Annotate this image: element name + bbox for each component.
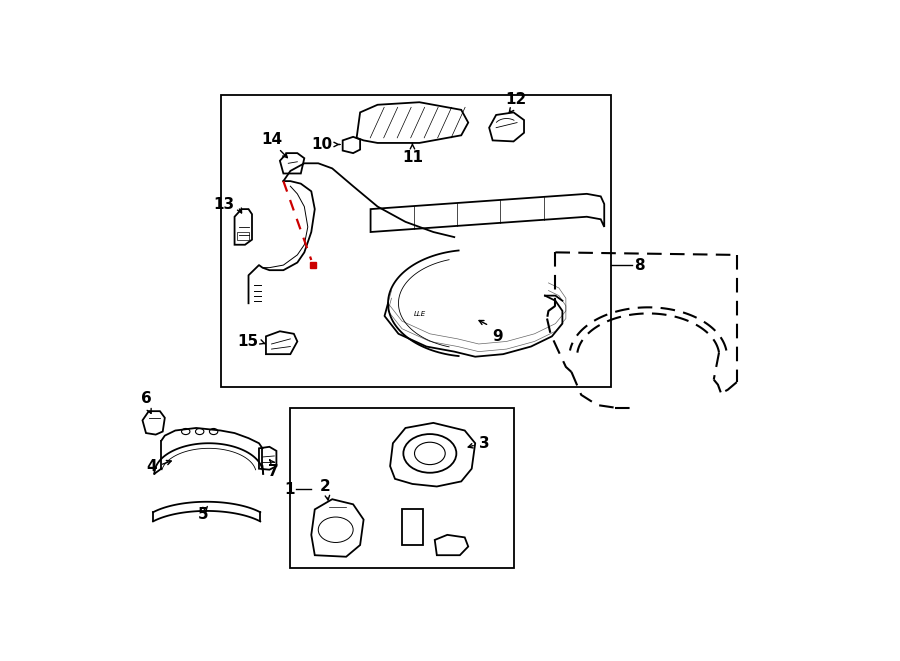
Bar	[238, 232, 248, 240]
Text: 1: 1	[284, 482, 295, 496]
Text: 13: 13	[213, 196, 235, 212]
Text: 9: 9	[492, 329, 503, 344]
Text: 3: 3	[479, 436, 490, 451]
Text: 12: 12	[505, 93, 526, 107]
Text: 7: 7	[267, 463, 278, 479]
Text: 14: 14	[261, 132, 282, 147]
Text: 15: 15	[238, 334, 258, 349]
Text: 10: 10	[311, 137, 332, 152]
Text: 4: 4	[146, 459, 157, 474]
Text: LLE: LLE	[413, 311, 426, 317]
Text: 6: 6	[140, 391, 151, 406]
Text: 5: 5	[198, 507, 209, 522]
Text: 11: 11	[402, 149, 423, 165]
Text: 8: 8	[634, 258, 645, 272]
Text: 2: 2	[320, 479, 330, 494]
